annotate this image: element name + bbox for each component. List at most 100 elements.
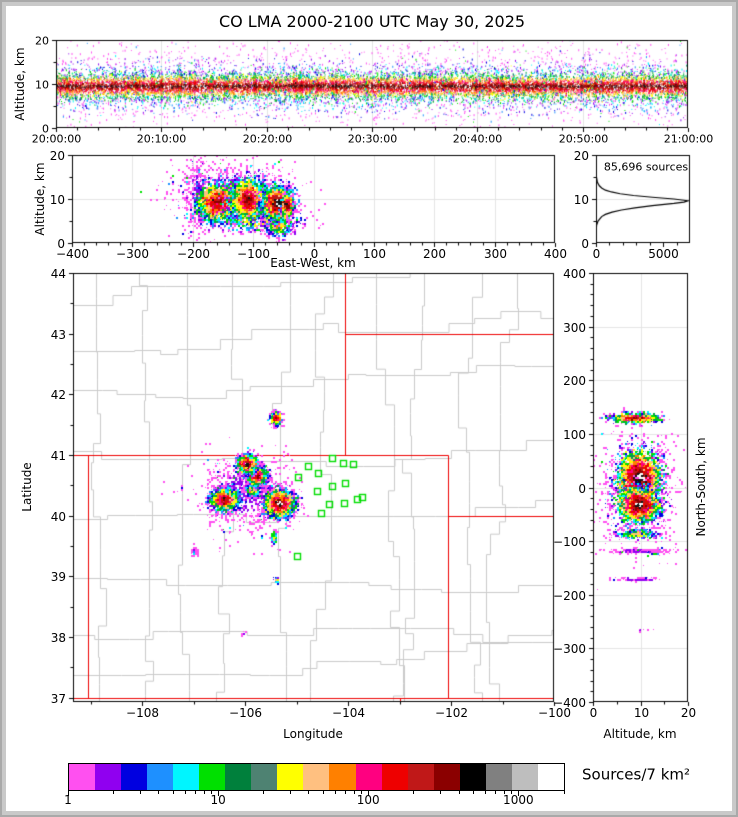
colorbar-segment — [95, 764, 122, 790]
tick-mark — [504, 791, 505, 794]
tick-mark — [354, 791, 355, 794]
tick-label: 10 — [210, 793, 226, 807]
tick-mark — [113, 791, 114, 794]
tick-label: 100 — [356, 793, 380, 807]
northsouth-height-panel — [583, 263, 698, 712]
tick-mark — [140, 791, 141, 794]
tick-label: 400 — [563, 266, 586, 281]
tick-label: 37 — [50, 691, 66, 706]
tick-mark — [413, 791, 414, 794]
tick-label: 5000 — [648, 247, 679, 261]
tick-label: −200 — [177, 247, 210, 261]
colorbar-segment — [407, 764, 434, 790]
ew-panel-x-axis-label: East-West, km — [270, 256, 356, 270]
tick-mark — [473, 791, 474, 794]
tick-label: −106 — [229, 706, 262, 720]
tick-mark — [218, 791, 219, 796]
tick-label: 0 — [589, 706, 598, 720]
eastwest-height-panel — [62, 145, 565, 253]
colorbar-segment — [303, 764, 330, 790]
tick-mark — [211, 791, 212, 794]
tick-mark — [518, 791, 519, 796]
tick-mark — [263, 791, 264, 794]
ns-panel-y-axis-label: North-South, km — [694, 437, 708, 537]
tick-label: −100 — [237, 247, 270, 261]
colorbar-unit-label: Sources/7 km² — [582, 765, 691, 784]
colorbar-segment — [355, 764, 382, 790]
tick-label: 200 — [423, 247, 446, 261]
tick-mark — [173, 791, 174, 794]
tick-label: 1000 — [503, 793, 534, 807]
tick-label: 300 — [563, 320, 586, 335]
tick-label: 100 — [363, 247, 386, 261]
tick-label: 20:40:00 — [452, 132, 503, 146]
tick-label: 100 — [563, 427, 586, 442]
figure-title: CO LMA 2000-2100 UTC May 30, 2025 — [218, 12, 526, 31]
tick-label: 0 — [578, 481, 586, 496]
colorbar-segment — [485, 764, 512, 790]
tick-label: 41 — [50, 448, 66, 463]
plan-view-map-panel — [63, 263, 564, 712]
tick-label: 200 — [563, 373, 586, 388]
tick-label: −400 — [553, 695, 586, 710]
colorbar-segment — [381, 764, 408, 790]
colorbar-segment — [121, 764, 148, 790]
tick-label: 43 — [50, 327, 66, 342]
tick-label: 38 — [50, 630, 66, 645]
colorbar-segment — [147, 764, 174, 790]
source-count-annotation: 85,696 sources — [603, 160, 689, 174]
tick-mark — [185, 791, 186, 794]
tick-label: 0 — [57, 236, 65, 251]
tick-mark — [485, 791, 486, 794]
tick-label: −108 — [126, 706, 159, 720]
tick-label: 20:00:00 — [31, 132, 82, 146]
tick-label: 20:50:00 — [558, 132, 609, 146]
tick-label: −100 — [553, 534, 586, 549]
tick-mark — [68, 791, 69, 796]
tick-label: 1 — [64, 793, 72, 807]
tick-mark — [440, 791, 441, 794]
tick-label: −300 — [553, 641, 586, 656]
colorbar-segment — [69, 764, 96, 790]
tick-mark — [158, 791, 159, 794]
colorbar-segment — [199, 764, 226, 790]
colorbar-segment — [251, 764, 278, 790]
tick-mark — [459, 791, 460, 794]
tick-label: 400 — [544, 247, 567, 261]
tick-label: −300 — [116, 247, 149, 261]
tick-label: 0 — [310, 247, 319, 261]
tick-label: 20 — [573, 148, 589, 163]
tick-mark — [368, 791, 369, 796]
tick-mark — [345, 791, 346, 794]
tick-label: 42 — [50, 387, 66, 402]
tick-label: 0 — [42, 122, 49, 135]
tick-label: 40 — [50, 509, 66, 524]
tick-label: 20:20:00 — [242, 132, 293, 146]
tick-label: 20 — [35, 34, 49, 47]
colorbar-segment — [433, 764, 460, 790]
tick-label: 21:00:00 — [663, 132, 714, 146]
tick-label: 0 — [592, 247, 601, 261]
map-y-axis-label: Latitude — [20, 462, 34, 512]
tick-label: 39 — [50, 569, 66, 584]
tick-label: −400 — [56, 247, 89, 261]
ew-panel-y-axis-label: Altitude, km — [33, 162, 47, 236]
time-panel-y-axis-label: Altitude, km — [13, 47, 27, 121]
tick-mark — [195, 791, 196, 794]
tick-mark — [323, 791, 324, 794]
tick-mark — [290, 791, 291, 794]
tick-label: 0 — [581, 236, 589, 251]
colorbar-segment — [511, 764, 538, 790]
tick-label: 10 — [35, 78, 49, 91]
map-x-axis-label: Longitude — [283, 727, 343, 741]
colorbar-segment — [173, 764, 200, 790]
tick-label: −100 — [538, 706, 571, 720]
tick-label: −104 — [332, 706, 365, 720]
tick-mark — [308, 791, 309, 794]
colorbar-segment — [537, 764, 564, 790]
tick-label: 44 — [50, 266, 66, 281]
tick-mark — [495, 791, 496, 794]
tick-mark — [511, 791, 512, 794]
tick-label: −200 — [553, 588, 586, 603]
ns-panel-x-axis-label: Altitude, km — [603, 727, 677, 741]
